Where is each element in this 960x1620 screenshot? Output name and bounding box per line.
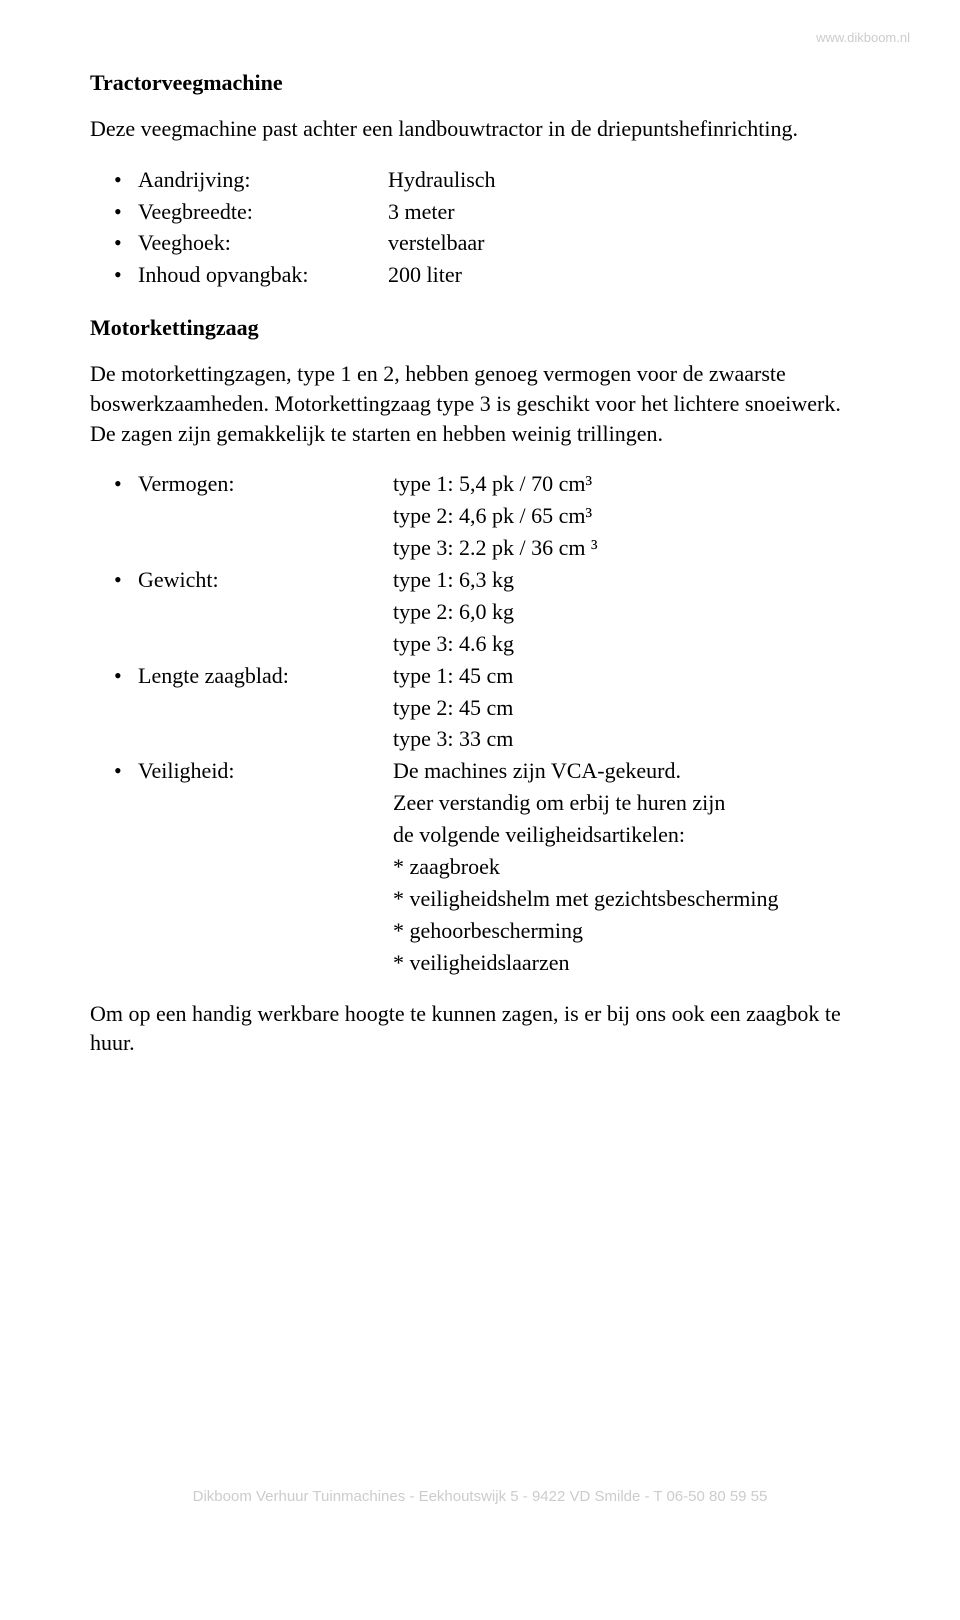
spec-row: Veegbreedte:3 meter: [114, 196, 870, 228]
spec-value-line: Zeer verstandig om erbij te huren zijn: [393, 787, 779, 819]
spec-value-line: De machines zijn VCA-gekeurd.: [393, 755, 779, 787]
spec-value-line: type 2: 6,0 kg: [393, 596, 514, 628]
spec-multivalue: type 1: 5,4 pk / 70 cm³ type 2: 4,6 pk /…: [393, 468, 598, 564]
spec-value-line: * veiligheidshelm met gezichtsbeschermin…: [393, 883, 779, 915]
spec-value-line: type 1: 6,3 kg: [393, 564, 514, 596]
spec-value-line: type 1: 45 cm: [393, 660, 513, 692]
spec-label: Vermogen:: [138, 468, 393, 500]
spec-multivalue: type 1: 45 cm type 2: 45 cm type 3: 33 c…: [393, 660, 513, 756]
intro-tractorveegmachine: Deze veegmachine past achter een landbou…: [90, 114, 870, 144]
section-title-tractorveegmachine: Tractorveegmachine: [90, 70, 870, 96]
spec-value: Hydraulisch: [388, 164, 496, 196]
spec-value-line: * veiligheidslaarzen: [393, 947, 779, 979]
spec-row-lengte: Lengte zaagblad: type 1: 45 cm type 2: 4…: [114, 660, 870, 756]
watermark-top: www.dikboom.nl: [816, 30, 910, 45]
spec-multivalue: type 1: 6,3 kg type 2: 6,0 kg type 3: 4.…: [393, 564, 514, 660]
spec-row: Aandrijving:Hydraulisch: [114, 164, 870, 196]
spec-label: Lengte zaagblad:: [138, 660, 393, 692]
spec-value-line: type 3: 33 cm: [393, 723, 513, 755]
spec-row: Veeghoek:verstelbaar: [114, 227, 870, 259]
spec-value-line: * gehoorbescherming: [393, 915, 779, 947]
spec-value-line: type 2: 4,6 pk / 65 cm³: [393, 500, 598, 532]
intro-motorkettingzaag: De motorkettingzagen, type 1 en 2, hebbe…: [90, 359, 870, 448]
spec-label: Inhoud opvangbak:: [138, 259, 388, 291]
spec-multivalue: De machines zijn VCA-gekeurd. Zeer verst…: [393, 755, 779, 978]
spec-value-line: type 1: 5,4 pk / 70 cm³: [393, 468, 598, 500]
spec-row-veiligheid: Veiligheid: De machines zijn VCA-gekeurd…: [114, 755, 870, 978]
specs-tractorveegmachine: Aandrijving:Hydraulisch Veegbreedte:3 me…: [90, 164, 870, 292]
spec-label: Veegbreedte:: [138, 196, 388, 228]
watermark-bottom: Dikboom Verhuur Tuinmachines - Eekhoutsw…: [0, 1488, 960, 1505]
spec-row: Inhoud opvangbak:200 liter: [114, 259, 870, 291]
spec-value: 200 liter: [388, 259, 462, 291]
spec-row-vermogen: Vermogen: type 1: 5,4 pk / 70 cm³ type 2…: [114, 468, 870, 564]
spec-value: 3 meter: [388, 196, 455, 228]
spec-value-line: type 2: 45 cm: [393, 692, 513, 724]
spec-value-line: type 3: 2.2 pk / 36 cm ³: [393, 532, 598, 564]
spec-value-line: type 3: 4.6 kg: [393, 628, 514, 660]
spec-value-line: de volgende veiligheidsartikelen:: [393, 819, 779, 851]
spec-label: Gewicht:: [138, 564, 393, 596]
spec-value: verstelbaar: [388, 227, 485, 259]
specs-motorkettingzaag: Vermogen: type 1: 5,4 pk / 70 cm³ type 2…: [90, 468, 870, 978]
spec-value-line: * zaagbroek: [393, 851, 779, 883]
spec-label: Veeghoek:: [138, 227, 388, 259]
closing-text: Om op een handig werkbare hoogte te kunn…: [90, 999, 870, 1058]
spec-label: Aandrijving:: [138, 164, 388, 196]
spec-row-gewicht: Gewicht: type 1: 6,3 kg type 2: 6,0 kg t…: [114, 564, 870, 660]
section-title-motorkettingzaag: Motorkettingzaag: [90, 315, 870, 341]
spec-label: Veiligheid:: [138, 755, 393, 787]
